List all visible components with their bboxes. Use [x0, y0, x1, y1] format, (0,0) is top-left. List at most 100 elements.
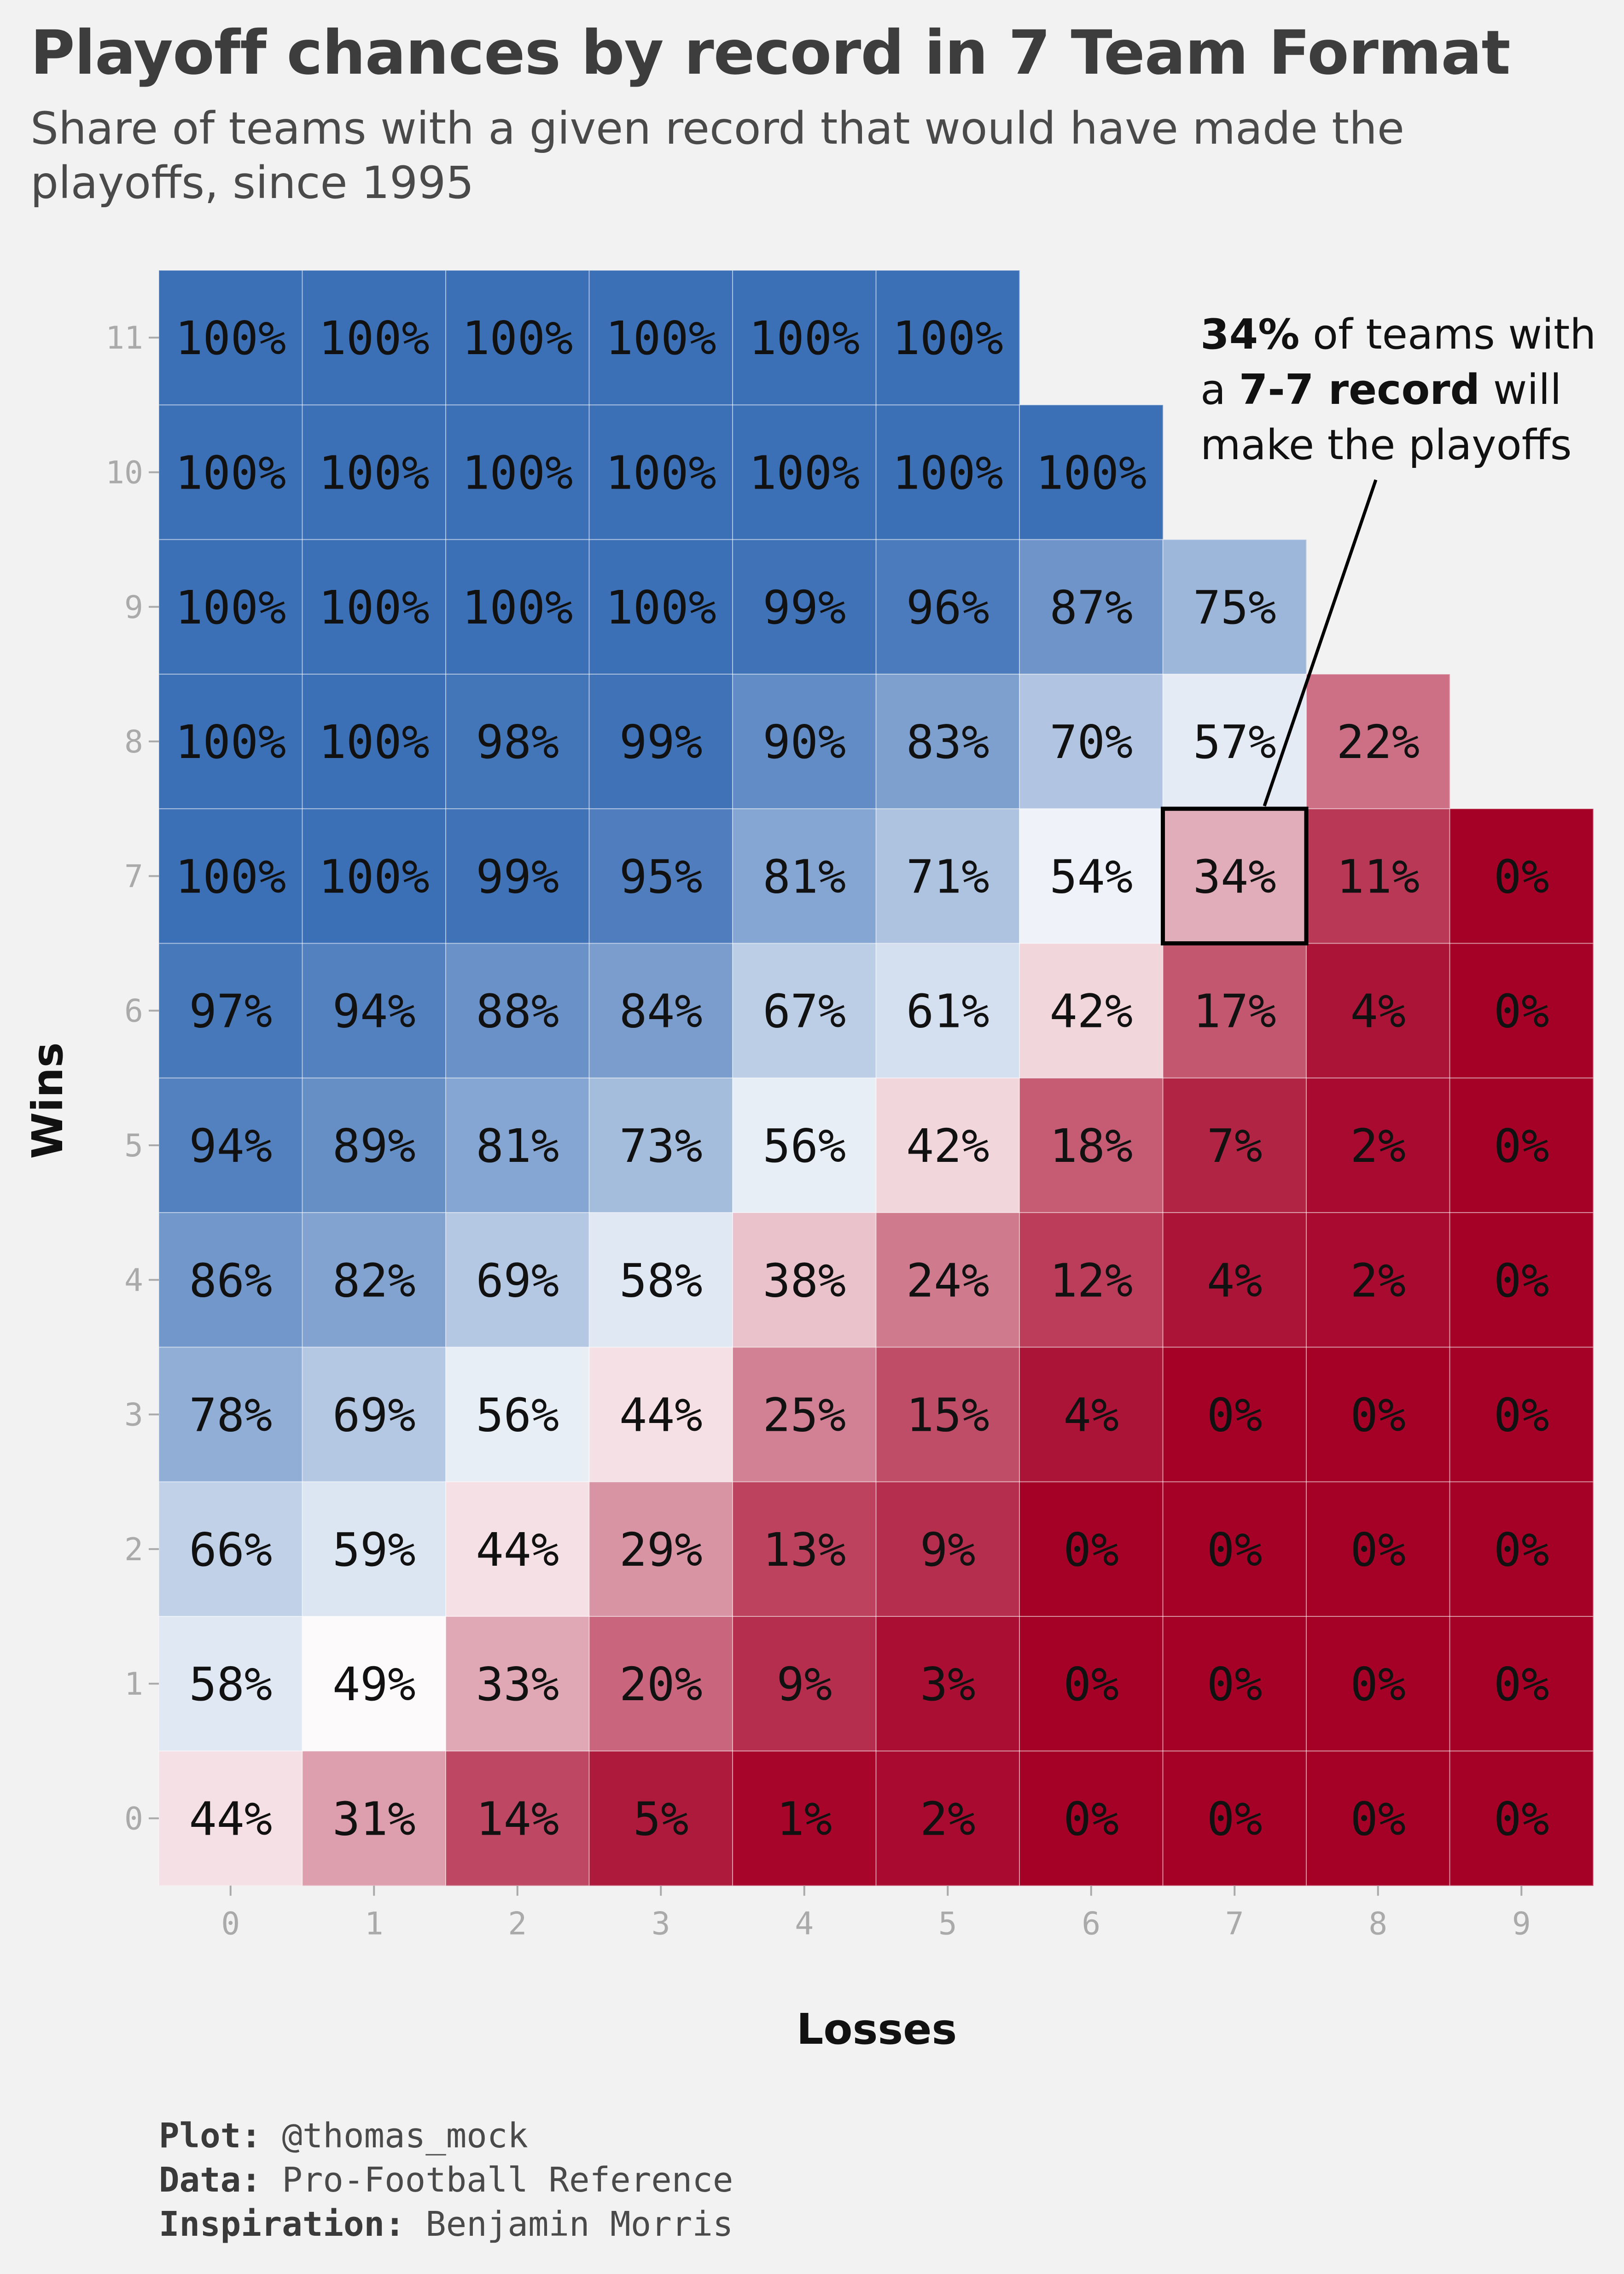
- cell-border-6-8: [1306, 943, 1450, 1079]
- cell-label-4-2: 69%: [476, 1254, 559, 1307]
- cell-label-1-5: 3%: [920, 1657, 975, 1711]
- cell-6-0: [159, 943, 303, 1079]
- cell-5-7: [1163, 1078, 1307, 1213]
- cell-label-11-2: 100%: [462, 311, 573, 365]
- cell-label-10-5: 100%: [892, 446, 1003, 500]
- cell-border-11-5: [875, 270, 1020, 406]
- cell-border-2-5: [875, 1481, 1020, 1617]
- cell-border-5-4: [732, 1077, 877, 1213]
- cell-0-4: [733, 1751, 877, 1886]
- cell-label-3-4: 25%: [763, 1388, 846, 1442]
- cell-label-3-5: 15%: [906, 1388, 990, 1442]
- cell-border-9-4: [732, 539, 877, 675]
- cell-7-4: [733, 809, 877, 944]
- cell-border-1-9: [1449, 1616, 1594, 1752]
- cell-label-0-1: 31%: [332, 1792, 416, 1846]
- cell-1-5: [876, 1616, 1020, 1751]
- cell-label-6-2: 88%: [476, 985, 559, 1038]
- y-tick-label-1: 1: [124, 1666, 143, 1703]
- cell-1-1: [302, 1616, 446, 1751]
- cell-border-5-5: [875, 1077, 1020, 1213]
- cell-label-6-1: 94%: [332, 985, 416, 1038]
- cell-6-5: [876, 943, 1020, 1079]
- cell-9-3: [589, 539, 733, 675]
- cell-border-2-9: [1449, 1481, 1594, 1617]
- cell-border-5-3: [588, 1077, 733, 1213]
- cell-border-6-6: [1019, 943, 1164, 1079]
- cell-border-5-9: [1449, 1077, 1594, 1213]
- x-tick-label-2: 2: [508, 1906, 527, 1942]
- cell-border-2-1: [302, 1481, 446, 1617]
- cell-5-5: [876, 1078, 1020, 1213]
- cell-label-11-3: 100%: [605, 311, 716, 365]
- cell-border-1-4: [732, 1616, 877, 1752]
- heatmap-cells: [159, 270, 1594, 1886]
- cell-border-10-4: [732, 404, 877, 540]
- cell-label-1-1: 49%: [332, 1657, 416, 1711]
- x-tick-label-1: 1: [365, 1906, 384, 1942]
- y-tick-label-4: 4: [124, 1262, 143, 1299]
- cell-4-2: [446, 1213, 590, 1347]
- cell-border-1-2: [445, 1616, 590, 1752]
- caption-inspiration-label: Inspiration:: [159, 2204, 405, 2244]
- cell-border-2-6: [1019, 1481, 1164, 1617]
- cell-border-5-8: [1306, 1077, 1450, 1213]
- cell-label-5-8: 2%: [1350, 1119, 1406, 1173]
- cell-border-9-5: [875, 539, 1020, 675]
- cell-label-7-0: 100%: [175, 850, 286, 904]
- cell-label-5-3: 73%: [619, 1119, 703, 1173]
- annotation-part-3: 7-7 record: [1239, 366, 1480, 414]
- cell-border-2-7: [1162, 1481, 1307, 1617]
- cell-label-1-4: 9%: [777, 1657, 832, 1711]
- cell-border-8-3: [588, 673, 733, 810]
- cell-border-4-6: [1019, 1212, 1164, 1348]
- cell-6-6: [1019, 943, 1164, 1079]
- cell-5-2: [446, 1078, 590, 1213]
- y-tick-label-11: 11: [105, 320, 143, 356]
- cell-label-7-6: 54%: [1049, 850, 1133, 904]
- caption-plot-line: Plot: @thomas_mock: [159, 2114, 733, 2158]
- cell-label-6-8: 4%: [1350, 985, 1406, 1038]
- cell-label-11-0: 100%: [175, 311, 286, 365]
- cell-border-7-5: [875, 808, 1020, 944]
- cell-border-9-2: [445, 539, 590, 675]
- cell-label-1-7: 0%: [1207, 1657, 1262, 1711]
- cell-11-4: [733, 270, 877, 405]
- cell-border-11-4: [732, 270, 877, 406]
- cell-border-7-2: [445, 808, 590, 944]
- cell-border-7-3: [588, 808, 733, 944]
- cell-border-6-2: [445, 943, 590, 1079]
- cell-label-3-6: 4%: [1064, 1388, 1119, 1442]
- cell-label-2-3: 29%: [619, 1523, 703, 1577]
- chart-subtitle: Share of teams with a given record that …: [30, 103, 1404, 209]
- cell-10-4: [733, 405, 877, 540]
- cell-border-4-2: [445, 1212, 590, 1348]
- cell-label-5-5: 42%: [906, 1119, 990, 1173]
- caption-data-line: Data: Pro-Football Reference: [159, 2158, 733, 2202]
- x-tick-label-0: 0: [221, 1906, 240, 1942]
- cell-label-7-9: 0%: [1494, 850, 1549, 904]
- cell-0-1: [302, 1751, 446, 1886]
- cell-3-1: [302, 1347, 446, 1482]
- cell-border-7-1: [302, 808, 446, 944]
- cell-11-2: [446, 270, 590, 405]
- cell-border-1-3: [588, 1616, 733, 1752]
- cell-6-7: [1163, 943, 1307, 1079]
- cell-border-11-3: [588, 270, 733, 406]
- cell-label-7-4: 81%: [763, 850, 846, 904]
- cell-border-4-5: [875, 1212, 1020, 1348]
- cell-4-3: [589, 1213, 733, 1347]
- cell-4-9: [1449, 1213, 1594, 1347]
- cell-border-8-8: [1306, 673, 1450, 810]
- cell-8-3: [589, 674, 733, 809]
- cell-2-8: [1306, 1481, 1450, 1617]
- cell-border-1-8: [1306, 1616, 1450, 1752]
- cell-0-0: [159, 1751, 303, 1886]
- cell-label-2-7: 0%: [1207, 1523, 1262, 1577]
- cell-border-10-1: [302, 404, 446, 540]
- cell-7-2: [446, 809, 590, 944]
- cell-border-8-6: [1019, 673, 1164, 810]
- cell-border-6-3: [588, 943, 733, 1079]
- cell-2-2: [446, 1481, 590, 1617]
- cell-label-1-3: 20%: [619, 1657, 703, 1711]
